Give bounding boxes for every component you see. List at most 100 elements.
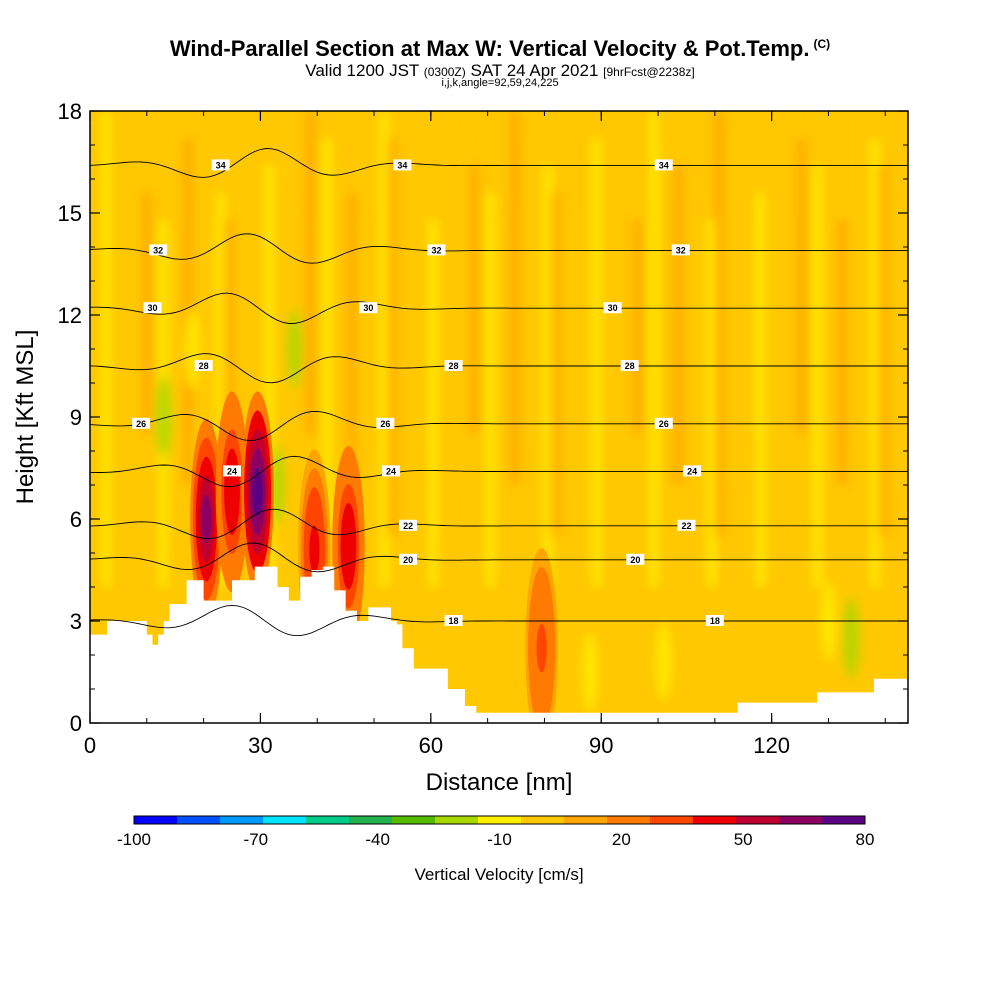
x-tick-label: 120 — [753, 733, 790, 758]
contour-label-bg — [382, 465, 401, 477]
contour-label-bg — [444, 360, 463, 371]
colorbar-label: -40 — [365, 830, 390, 849]
theta-contour-label: 32 — [149, 244, 168, 256]
downdraft-patch — [843, 598, 860, 678]
theta-contour-label: 28 — [620, 360, 639, 371]
chart-title-unit: (C) — [813, 36, 831, 51]
theta-contour-label: 34 — [393, 159, 412, 171]
contour-label-bg — [399, 553, 418, 565]
contour-label-bg — [376, 417, 395, 429]
colorbar-swatch — [650, 816, 694, 824]
x-tick-label: 0 — [84, 733, 96, 758]
axes: 0 30 60 90 120 0 3 6 9 12 15 18 — [58, 99, 908, 758]
theta-contour-label: 32 — [671, 244, 690, 256]
contour-label-text: 30 — [147, 303, 157, 313]
field-strip — [837, 219, 847, 486]
theta-contour-label: 24 — [683, 465, 702, 477]
contour-label-text: 34 — [659, 160, 669, 170]
field-strip — [322, 138, 332, 587]
y-tick-label: 15 — [58, 201, 82, 226]
field-strip — [731, 138, 741, 485]
updraft-core-level — [536, 623, 547, 673]
field-strip — [485, 192, 495, 587]
colorbar-swatch — [693, 816, 737, 824]
contour-label-text: 26 — [136, 419, 146, 429]
theta-contour-label: 30 — [603, 302, 622, 314]
chart-title: Wind-Parallel Section at Max W: Vertical… — [0, 36, 1000, 62]
downdraft-patch — [286, 309, 303, 389]
downdraft-patch — [155, 377, 172, 457]
colorbar-swatch — [349, 816, 393, 824]
field-strip — [666, 138, 676, 536]
theta-contour — [90, 508, 908, 540]
field-strip — [608, 165, 618, 536]
colorbar-swatch — [779, 816, 823, 824]
contour-label-text: 20 — [403, 555, 413, 565]
field-strip — [813, 165, 823, 587]
contour-label-text: 34 — [397, 160, 407, 170]
contour-label-text: 24 — [687, 466, 697, 476]
contour-label-text: 18 — [449, 616, 459, 626]
colorbar-swatch — [564, 816, 608, 824]
colorbar-label: 80 — [856, 830, 875, 849]
forecast-info: [9hrFcst@2238z] — [603, 65, 695, 79]
field-strip — [445, 111, 455, 536]
theta-contour-label: 32 — [427, 244, 446, 256]
theta-contour-label: 30 — [143, 302, 162, 314]
contour-label-bg — [132, 417, 151, 429]
colorbar-label: 50 — [734, 830, 753, 849]
theta-contour-label: 24 — [382, 465, 401, 477]
colorbar-swatch — [392, 816, 436, 824]
chart-indices: i,j,k,angle=92,59,24,225 — [441, 77, 559, 89]
field-strip — [551, 192, 561, 536]
field-strip — [510, 111, 520, 485]
field-strip — [101, 111, 111, 587]
downdraft-patch — [581, 632, 598, 712]
terrain — [90, 566, 908, 723]
x-tick-label: 90 — [589, 733, 613, 758]
contour-label-bg — [444, 615, 463, 626]
theta-contour-label: 20 — [626, 553, 645, 565]
theta-contour-label: 18 — [705, 615, 724, 626]
field-strip — [257, 138, 267, 434]
field-strip — [706, 219, 716, 588]
theta-contour-label: 34 — [211, 159, 230, 171]
contour-label-bg — [671, 244, 690, 256]
theta-contour — [90, 292, 908, 324]
colorbar-swatch — [521, 816, 565, 824]
contour-label-bg — [393, 159, 412, 171]
theta-contour-label: 30 — [359, 302, 378, 314]
field-strip — [567, 219, 577, 486]
theta-contour-label: 18 — [444, 615, 463, 626]
y-tick-label: 0 — [70, 711, 82, 736]
contour-label-text: 34 — [216, 160, 226, 170]
contour-label-text: 22 — [403, 521, 413, 531]
colorbar-swatch — [220, 816, 264, 824]
field-strip — [175, 111, 185, 536]
theta-contour-label: 24 — [223, 465, 242, 477]
contour-label-bg — [359, 302, 378, 314]
contour-label-bg — [223, 465, 242, 477]
theta-contour-label: 22 — [399, 519, 418, 531]
colorbar-label: -70 — [244, 830, 269, 849]
field-strip — [649, 111, 659, 587]
field-strip — [584, 111, 594, 434]
field-strip — [870, 138, 880, 587]
contour-label-text: 32 — [432, 245, 442, 255]
field-strip — [592, 138, 602, 587]
field-strip — [420, 192, 430, 434]
theta-contour-label: 28 — [444, 360, 463, 371]
updraft-core — [241, 391, 274, 593]
contour-label-text: 32 — [153, 245, 163, 255]
contour-label-bg — [603, 302, 622, 314]
updraft-core — [525, 547, 558, 723]
field-strip — [714, 111, 724, 536]
field-strip — [428, 219, 438, 588]
colorbar-label: -10 — [487, 830, 512, 849]
field-strip — [305, 111, 315, 434]
contour-label-bg — [705, 615, 724, 626]
field-strip — [338, 165, 348, 536]
field-strip — [673, 165, 683, 485]
theta-contour-label: 20 — [399, 553, 418, 565]
field-strip — [633, 219, 643, 434]
